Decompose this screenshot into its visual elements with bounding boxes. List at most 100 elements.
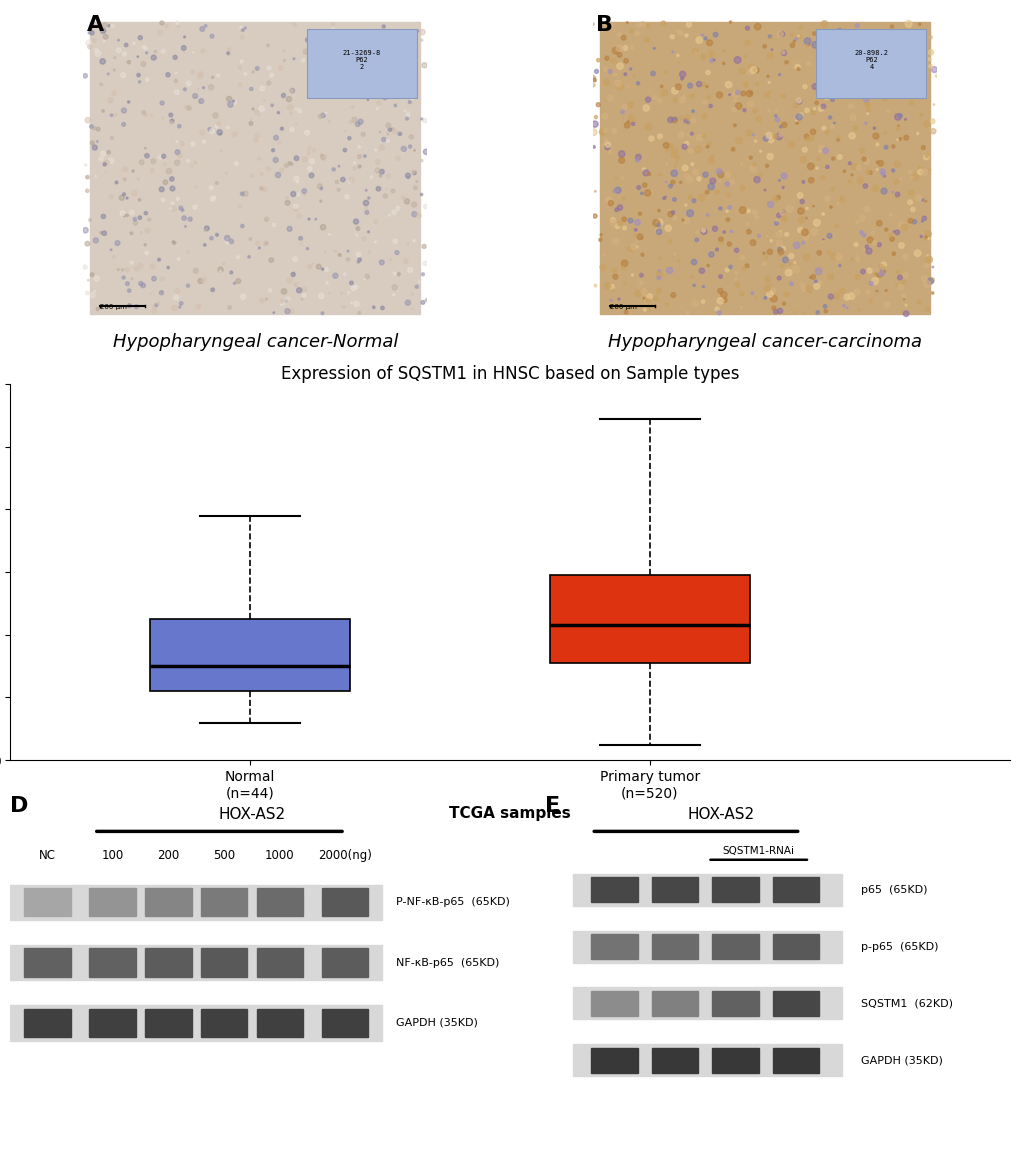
Circle shape [728,94,730,96]
Circle shape [880,188,887,194]
Text: HOX-AS2: HOX-AS2 [218,806,285,821]
Circle shape [728,206,731,209]
Circle shape [260,187,263,189]
Circle shape [354,82,357,85]
Circle shape [413,239,415,241]
Circle shape [259,106,264,111]
Circle shape [159,187,164,192]
Circle shape [817,281,821,284]
Circle shape [256,241,260,245]
Circle shape [793,40,795,43]
Circle shape [889,233,892,237]
Circle shape [710,155,713,158]
Circle shape [200,131,205,135]
Circle shape [179,301,182,305]
Circle shape [801,229,807,236]
Circle shape [734,99,736,102]
Circle shape [239,60,243,62]
Circle shape [160,277,164,281]
Circle shape [847,298,848,299]
Circle shape [298,109,302,113]
Circle shape [102,110,104,112]
Circle shape [700,300,704,304]
Circle shape [684,141,688,146]
Circle shape [392,293,394,296]
Circle shape [227,102,233,107]
Circle shape [675,161,677,163]
Circle shape [903,135,908,140]
Bar [599,22,929,314]
Bar [10,885,382,921]
Circle shape [898,243,904,248]
Circle shape [162,117,163,119]
Circle shape [684,204,686,206]
Circle shape [592,214,596,218]
Circle shape [797,35,801,38]
Text: 500: 500 [213,849,235,862]
Circle shape [644,298,649,304]
Circle shape [822,87,828,94]
Circle shape [752,163,756,166]
Circle shape [305,131,310,135]
Circle shape [114,57,115,59]
Circle shape [708,252,713,258]
Circle shape [740,91,745,96]
Circle shape [139,199,141,201]
Circle shape [700,229,706,234]
Circle shape [684,119,687,122]
Circle shape [412,211,417,217]
Text: A: A [87,15,104,35]
Circle shape [714,307,718,311]
Circle shape [768,288,774,293]
Circle shape [682,217,689,224]
Circle shape [627,102,633,107]
Circle shape [154,163,155,164]
Circle shape [826,233,832,238]
Circle shape [668,185,672,188]
Circle shape [385,188,387,189]
Circle shape [769,239,771,241]
Circle shape [654,229,658,233]
Circle shape [812,107,815,110]
Circle shape [676,54,679,57]
Circle shape [679,181,681,184]
Circle shape [170,119,173,124]
Circle shape [894,38,897,40]
Circle shape [925,307,929,312]
Circle shape [397,132,401,135]
Circle shape [726,210,728,213]
Circle shape [855,221,858,224]
Circle shape [161,155,165,158]
Circle shape [685,312,688,314]
Circle shape [837,29,841,32]
Circle shape [725,268,729,271]
Circle shape [825,76,830,82]
Circle shape [393,104,396,106]
Circle shape [857,308,859,311]
Circle shape [919,236,921,238]
Circle shape [296,193,300,196]
Circle shape [193,204,197,209]
Circle shape [848,162,851,165]
Circle shape [798,25,801,29]
Circle shape [883,229,887,231]
Circle shape [614,224,620,229]
Circle shape [608,150,611,154]
Bar [24,1008,70,1037]
Circle shape [626,22,628,23]
Circle shape [853,90,859,96]
Circle shape [879,169,884,174]
Circle shape [807,44,809,46]
Circle shape [634,219,640,225]
Circle shape [714,248,717,251]
Circle shape [901,293,906,298]
Bar [257,1008,303,1037]
Circle shape [797,228,802,233]
Circle shape [209,186,213,189]
Circle shape [416,180,417,182]
Circle shape [740,306,742,308]
Circle shape [173,241,176,245]
Circle shape [788,263,791,266]
Circle shape [599,264,605,270]
Circle shape [141,61,146,67]
